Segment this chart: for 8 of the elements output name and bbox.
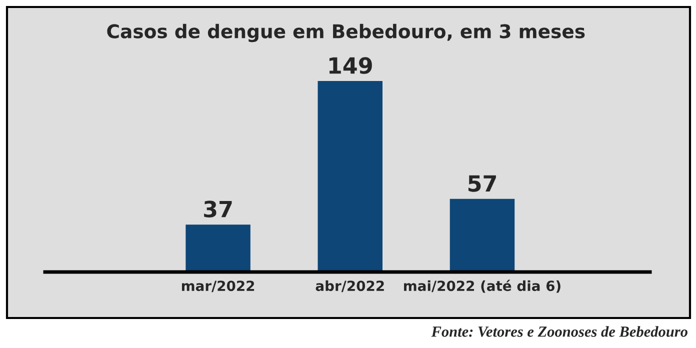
x-tick-label: mai/2022 (até dia 6) <box>404 280 560 293</box>
data-label: 37 <box>204 200 232 218</box>
x-tick-label: abr/2022 <box>316 280 384 292</box>
chart-title: Casos de dengue em Bebedouro, em 3 meses <box>107 24 585 42</box>
x-tick-label: mar/2022 <box>182 280 254 292</box>
data-label: 149 <box>329 57 372 74</box>
source-note: Fonte: Vetores e Zoonoses de Bebedouro <box>431 326 688 337</box>
data-label: 57 <box>468 175 496 192</box>
